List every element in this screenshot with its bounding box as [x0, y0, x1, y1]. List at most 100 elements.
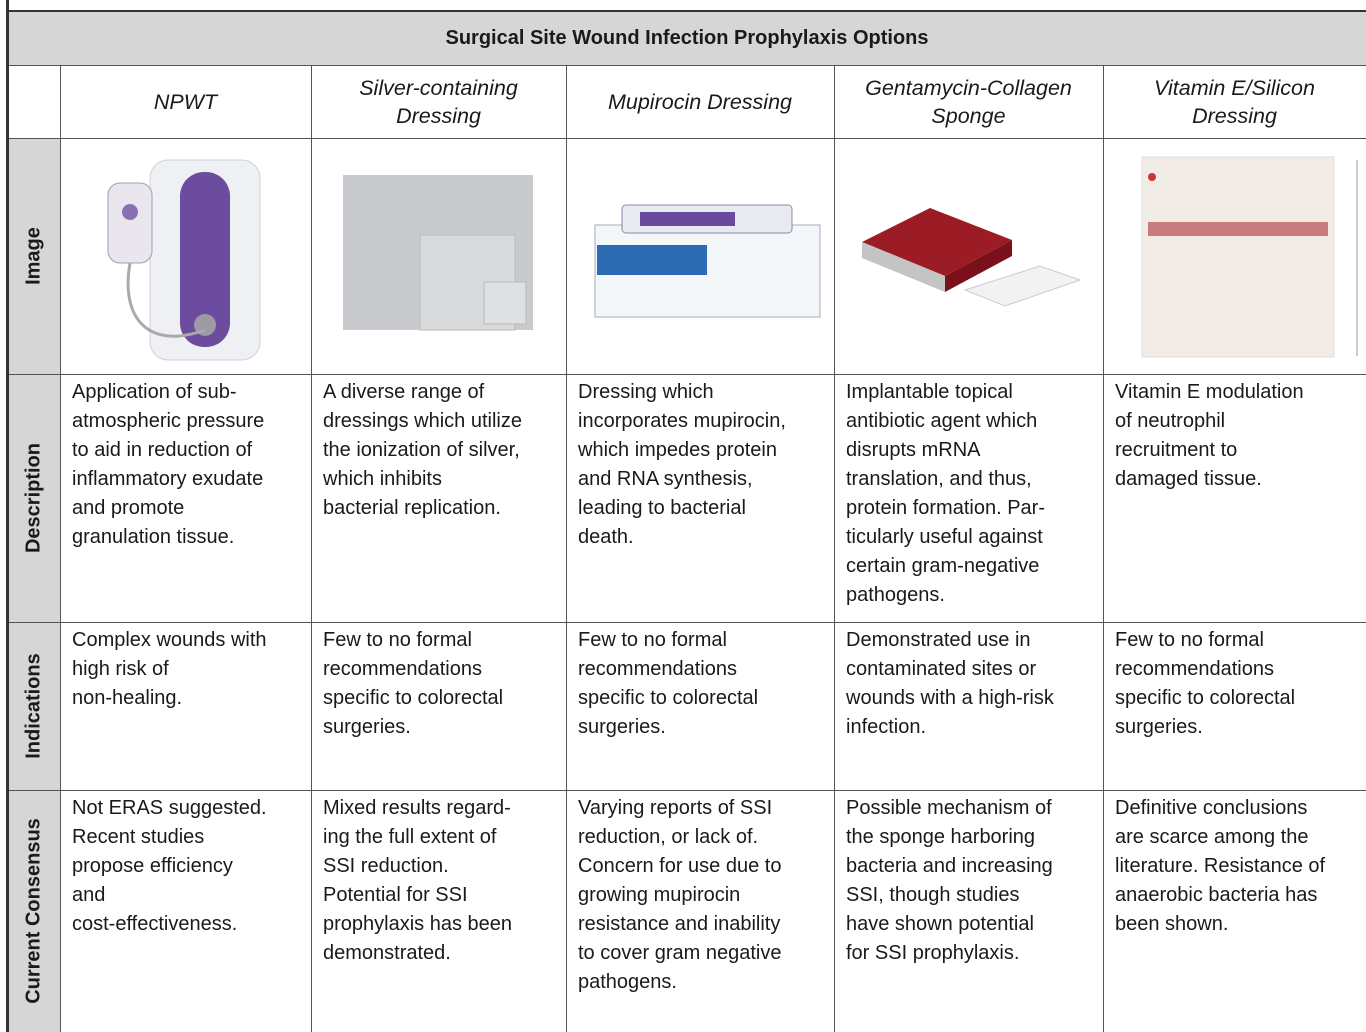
cell-line: SSI reduction.	[323, 855, 449, 877]
cell-line: pathogens.	[846, 584, 945, 606]
cell: Dressing which incorporates mupirocin, whi…	[566, 374, 834, 622]
cell-line: inflammatory exudate	[72, 468, 264, 490]
cell: Application of sub-atmospheric pressure t…	[60, 374, 311, 622]
row-label: Current Consensus	[8, 790, 60, 1032]
cell-line: recommendations	[578, 658, 737, 680]
cell-line: ticularly useful against	[846, 526, 1043, 548]
npwt-image	[107, 159, 261, 361]
cell-line: A diverse range of	[323, 381, 485, 403]
grid-line	[8, 622, 1366, 623]
row-label-text: Current Consensus	[22, 818, 45, 1004]
cell-line: damaged tissue.	[1115, 468, 1262, 490]
cell-line: Varying reports of SSI	[578, 797, 773, 819]
header-line: Dressing	[1192, 103, 1277, 128]
cell-line: pathogens.	[578, 971, 677, 993]
cell-line: granulation tissue.	[72, 526, 235, 548]
mupirocin-image	[594, 204, 821, 318]
cell-line: propose efficiency	[72, 855, 233, 877]
veasil-image	[1141, 156, 1358, 358]
column-header: Silver-containing Dressing	[311, 65, 566, 138]
grid-line	[311, 65, 312, 1032]
column-header: Mupirocin Dressing	[566, 65, 834, 138]
grid-line	[8, 138, 1366, 139]
cell: Implantable topical antibiotic agent whic…	[834, 374, 1103, 622]
cell-line: specific to colorectal	[323, 687, 504, 709]
cell-line: to cover gram negative	[578, 942, 782, 964]
cell-line: non-healing.	[72, 687, 183, 709]
cell-line: cost-effectiveness.	[72, 913, 238, 935]
cell-line: resistance and inability	[578, 913, 781, 935]
grid-line	[8, 10, 1366, 12]
cell-line: Not ERAS suggested.	[72, 797, 267, 819]
cell-line: anaerobic bacteria has	[1115, 884, 1318, 906]
cell: Few to no formal recommendations specific …	[311, 622, 566, 790]
cell: Complex wounds with high risk of non-heali…	[60, 622, 311, 790]
silver-dressing-image	[343, 175, 533, 331]
cell: Possible mechanism of the sponge harborin…	[834, 790, 1103, 1032]
column-header: Vitamin E/Silicon Dressing	[1103, 65, 1366, 138]
grid-line	[60, 65, 61, 1032]
cell: Not ERAS suggested. Recent studies propose…	[60, 790, 311, 1032]
cell: Demonstrated use in contaminated sites or…	[834, 622, 1103, 790]
cell-line: for SSI prophylaxis.	[846, 942, 1020, 964]
cell-line: are scarce among the	[1115, 826, 1309, 848]
cell-line: recommendations	[323, 658, 482, 680]
cell-line: leading to bacterial	[578, 497, 746, 519]
cell-line: of neutrophil	[1115, 410, 1226, 432]
row-label: Description	[8, 374, 60, 622]
cell-line: surgeries.	[1115, 716, 1203, 738]
cell-line: Application of sub-	[72, 381, 237, 403]
cell-line: the ionization of silver,	[323, 439, 520, 461]
cell-line: literature. Resistance of	[1115, 855, 1326, 877]
grid-line	[8, 65, 1366, 66]
cell-line: high risk of	[72, 658, 169, 680]
cell-line: Concern for use due to	[578, 855, 782, 877]
cell-line: recommendations	[1115, 658, 1274, 680]
cell-line: Mixed results regard-	[323, 797, 511, 819]
cell-line: which inhibits	[323, 468, 442, 490]
cell-line: have shown potential	[846, 913, 1034, 935]
cell-line: Potential for SSI	[323, 884, 468, 906]
header-line: Vitamin E/Silicon	[1154, 75, 1315, 100]
row-label: Indications	[8, 622, 60, 790]
cell-line: Few to no formal	[323, 629, 472, 651]
cell-line: surgeries.	[578, 716, 666, 738]
cell-line: and promote	[72, 497, 185, 519]
column-header: NPWT	[60, 65, 311, 138]
header-line: NPWT	[153, 89, 218, 114]
header-line: Gentamycin-Collagen	[865, 75, 1072, 100]
cell-line: Few to no formal	[578, 629, 727, 651]
cell-line: certain gram-negative	[846, 555, 1040, 577]
cell-line: specific to colorectal	[1115, 687, 1296, 709]
cell: Mixed results regard-ing the full extent…	[311, 790, 566, 1032]
cell-line: growing mupirocin	[578, 884, 741, 906]
header-line: Silver-containing	[359, 75, 518, 100]
row-label-text: Description	[22, 442, 45, 554]
title: Surgical Site Wound Infection Prophylaxi…	[8, 12, 1366, 65]
row-label: Image	[8, 138, 60, 374]
cell-line: translation, and thus,	[846, 468, 1032, 490]
cell-line: prophylaxis has been	[323, 913, 513, 935]
cell-line: Possible mechanism of	[846, 797, 1052, 819]
cell: Definitive conclusions are scarce among t…	[1103, 790, 1366, 1032]
cell-line: protein formation. Par-	[846, 497, 1045, 519]
cell-line: contaminated sites or	[846, 658, 1037, 680]
cell-line: the sponge harboring	[846, 826, 1036, 848]
cell-line: Complex wounds with	[72, 629, 267, 651]
column-header: Gentamycin-Collagen Sponge	[834, 65, 1103, 138]
grid-line	[8, 790, 1366, 791]
cell-line: bacterial replication.	[323, 497, 501, 519]
header-line: Sponge	[931, 103, 1006, 128]
row-label-text: Image	[22, 227, 45, 285]
row-label-text: Indications	[22, 653, 45, 759]
cell-line: atmospheric pressure	[72, 410, 265, 432]
cell-line: ing the full extent of	[323, 826, 497, 848]
grid-line	[6, 0, 9, 1032]
cell-line: Few to no formal	[1115, 629, 1264, 651]
cell-line: bacteria and increasing	[846, 855, 1053, 877]
cell-line: death.	[578, 526, 634, 548]
cell-line: Implantable topical	[846, 381, 1013, 403]
grid-line	[834, 65, 835, 1032]
